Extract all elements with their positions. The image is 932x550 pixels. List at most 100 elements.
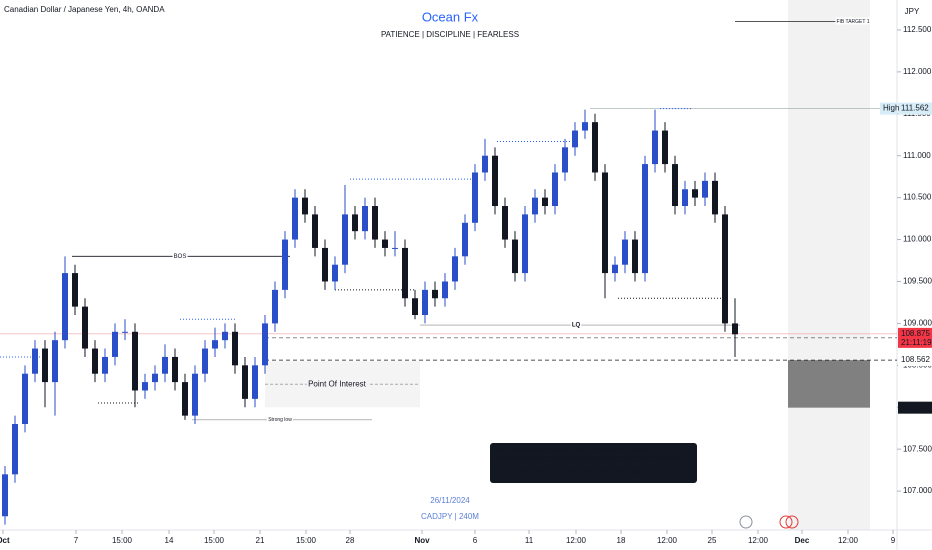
poi-label: Point Of Interest [308,379,367,388]
symbol: CADJPY | 240M [421,512,479,521]
candle-body [52,340,58,383]
candle-body [202,348,208,374]
x-tick-label: 21 [256,536,265,545]
alert-icon[interactable] [739,515,753,529]
candle-body [392,247,398,249]
x-tick-label: 28 [346,536,355,545]
candle-body [672,164,678,207]
chart-subtitle: PATIENCE | DISCIPLINE | FEARLESS [381,30,519,39]
y-tick-label: 112.500 [903,25,932,34]
note-line: *CADJPY is in a bullish trend and curren… [494,469,659,475]
high-tag-box [880,102,897,115]
currency: JPY [905,7,920,16]
candle-body [532,197,538,215]
candle-body [632,239,638,274]
candle-body [652,130,658,165]
candle-body [232,331,238,366]
x-tick-label: 9 [891,536,896,545]
candle-body [182,382,188,416]
candle-body [402,247,408,299]
candle-body [492,155,498,207]
candle-body [112,331,118,357]
zone-top-label-box [898,354,932,367]
candle-body [172,356,178,383]
candle-body [572,130,578,148]
note-line: After a bullish break of structure, the … [494,447,647,453]
candle-body [372,206,378,240]
candle-body [522,214,528,274]
chart-title: Ocean Fx [422,9,479,24]
candle-body [142,382,148,391]
candle-body [72,273,78,307]
candle-body [452,256,458,282]
candle-body [562,147,568,173]
candle-body [362,206,368,232]
x-tick-label: 15:00 [204,536,225,545]
x-tick-label: 14 [165,536,174,545]
date: 26/11/2024 [430,496,470,505]
x-tick-label: Dec [795,536,810,545]
bos-label: BOS [174,254,187,260]
candle-body [732,323,738,335]
candle-body [162,356,168,374]
candle-body [552,172,558,207]
x-tick-label: Nov [414,536,430,545]
candle-body [642,164,648,274]
candle-body [152,373,158,383]
x-tick-label: 12:00 [838,536,859,545]
candle-body [302,197,308,215]
x-tick-label: 12:00 [748,536,769,545]
candle-body [612,264,618,274]
candle-body [602,172,608,274]
y-tick-label: 107.500 [903,444,932,453]
candle-body [462,222,468,257]
candle-body [262,323,268,366]
countdown: 21:11:19 [901,338,932,347]
candle-body [382,239,388,248]
candle-body [322,247,328,282]
zone-top-label: 108.562 [901,355,930,364]
current-price-label: 108.875 [901,329,930,338]
high-price-label: 111.562 [901,104,929,113]
candle-body [692,189,698,198]
candle-body [482,155,488,173]
candle-body [122,331,128,333]
event-icon[interactable] [785,515,799,529]
candle-body [442,281,448,299]
high-tag: High [883,104,899,113]
strong-low-label: Strong low [268,417,292,423]
y-tick-label: 110.500 [903,193,932,202]
candle-body [472,172,478,223]
candle-body [82,306,88,349]
candle-body [62,273,68,341]
candle-body [312,214,318,248]
candle-body [42,348,48,383]
event-icon[interactable] [779,515,793,529]
candle-body [192,373,198,416]
candle-body [682,189,688,207]
current-price-box [898,327,932,348]
y-tick-label: 110.000 [903,235,932,244]
candle-body [502,206,508,240]
candle-body [252,365,258,399]
x-tick-label: 15:00 [112,536,133,545]
candle-body [92,348,98,374]
candle-body [352,214,358,232]
x-tick-label: 7 [74,536,79,545]
candle-body [272,289,278,324]
candle-body [422,289,428,316]
header: Canadian Dollar / Japanese Yen, 4h, OAND… [4,5,165,14]
y-tick-label: 109.000 [903,319,932,328]
x-tick-label: 11 [525,536,534,545]
x-tick-label: 15:00 [296,536,317,545]
note-box [490,443,697,483]
zone-bottom-label: 107.995 [901,403,930,412]
target-zone [788,360,870,408]
y-tick-label: 111.000 [903,151,931,160]
candle-body [342,214,348,265]
candle-body [32,348,38,374]
candle-body [662,130,668,165]
candle-body [332,264,338,282]
candle-body [542,197,548,207]
